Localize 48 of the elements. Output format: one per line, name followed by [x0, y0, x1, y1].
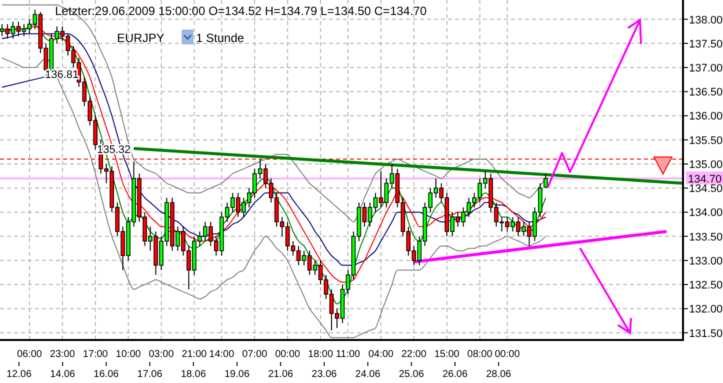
x-tick-label: 00:00: [275, 349, 301, 360]
y-tick-label: 132.00: [689, 304, 723, 316]
x-tick-label: 22:00: [401, 349, 427, 360]
annotation: 1 Stunde: [196, 31, 244, 45]
x-tick-label: 14:00: [209, 349, 235, 360]
y-tick-label: 134.50: [689, 183, 723, 196]
x-tick-label: 03:00: [148, 349, 174, 360]
text: 26.06: [442, 369, 468, 380]
x-tick-label: 00:00: [494, 349, 520, 360]
x-tick-label: 18:00: [308, 349, 334, 360]
x-tick-label: 10:00: [116, 349, 142, 360]
y-tick-label: 133.50: [689, 231, 723, 244]
x-tick-label: 04:00: [368, 349, 394, 360]
text: 25.06: [398, 369, 424, 380]
text: 21.06: [268, 369, 294, 380]
y-tick-label: 136.00: [689, 110, 723, 123]
x-tick-label: 08:00: [467, 349, 493, 360]
text: 12.06: [6, 369, 32, 380]
y-tick-label: 135.00: [689, 158, 723, 171]
y-tick-label: 135.50: [689, 134, 723, 147]
y-tick-label: 137.00: [689, 62, 723, 75]
y-tick-label: 136.50: [689, 86, 723, 99]
x-tick-label: 23:00: [50, 349, 76, 360]
annotation: EURJPY: [117, 31, 164, 45]
text: 18.06: [180, 369, 206, 380]
text: 14.06: [50, 369, 76, 380]
x-tick-label: 17:00: [82, 349, 108, 360]
x-tick-label: 21:00: [182, 349, 208, 360]
text: 19.06: [224, 369, 250, 380]
text: 24.06: [355, 369, 381, 380]
chart-title: Letzter:29.06.2009 15:00:00 O=134.52 H=134.79 L=134.50 C=134.70: [55, 4, 427, 18]
y-tick-label: 132.50: [689, 280, 723, 292]
text: 16.06: [94, 369, 120, 380]
x-tick-label: 07:00: [242, 349, 268, 360]
y-tick-label: 134.00: [689, 207, 723, 220]
x-tick-label: 11:00: [336, 349, 361, 360]
text: 28.06: [486, 369, 512, 380]
candlestick: [544, 174, 548, 189]
y-tick-label: 137.50: [689, 38, 723, 50]
ref-line-label: 134.70: [688, 173, 722, 186]
y-tick-label: 138.00: [689, 14, 723, 26]
text: 23.06: [312, 369, 338, 380]
text: 17.06: [137, 369, 163, 380]
line-series: [2, 4, 546, 222]
y-tick-label: 133.00: [689, 255, 723, 268]
x-tick-label: 06:00: [16, 349, 42, 360]
x-tick-label: 15:00: [434, 349, 460, 360]
y-tick-label: 131.50: [689, 328, 723, 340]
